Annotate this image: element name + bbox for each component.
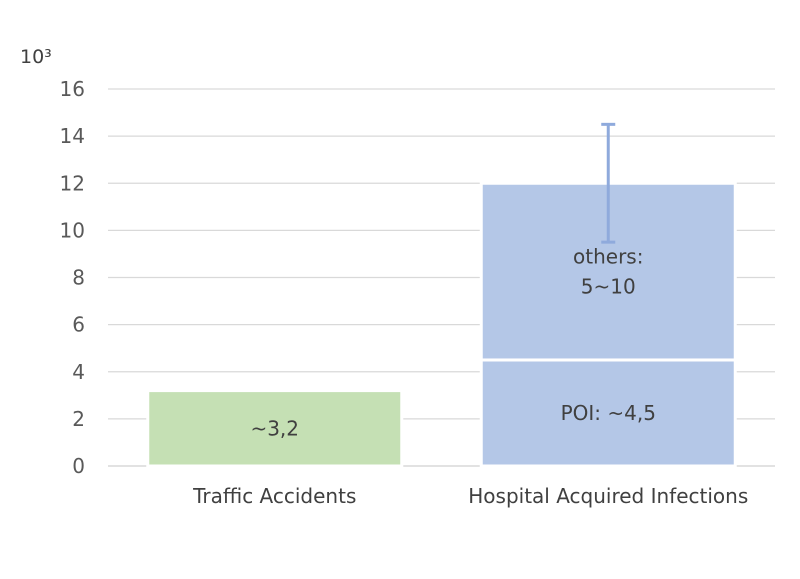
bars xyxy=(146,181,737,468)
y-tick-label: 4 xyxy=(72,360,85,384)
category-label: Traffic Accidents xyxy=(192,484,356,508)
y-tick-label: 8 xyxy=(72,266,85,290)
y-tick-label: 10 xyxy=(60,218,85,242)
y-axis-unit-label: 10³ xyxy=(20,46,52,68)
bar-segment xyxy=(146,389,404,468)
data-labels: ~3,2 POI: ~4,5 others: 5~10 xyxy=(250,245,655,441)
y-tick-label: 2 xyxy=(72,407,85,431)
y-tick-label: 0 xyxy=(72,454,85,478)
bar-segment xyxy=(479,358,737,468)
y-axis-ticks: 0 2 4 6 8 10 12 14 16 xyxy=(60,77,85,478)
y-tick-label: 12 xyxy=(60,171,85,195)
data-label: POI: ~4,5 xyxy=(561,401,656,425)
y-tick-label: 14 xyxy=(60,124,85,148)
error-bars xyxy=(601,122,616,244)
data-label: ~3,2 xyxy=(250,416,299,440)
data-label: others: xyxy=(573,245,643,269)
data-label: 5~10 xyxy=(581,275,636,299)
y-tick-label: 16 xyxy=(60,77,85,101)
y-tick-label: 6 xyxy=(72,313,85,337)
category-labels: Traffic Accidents Hospital Acquired Infec… xyxy=(192,484,748,508)
category-label: Hospital Acquired Infections xyxy=(468,484,748,508)
